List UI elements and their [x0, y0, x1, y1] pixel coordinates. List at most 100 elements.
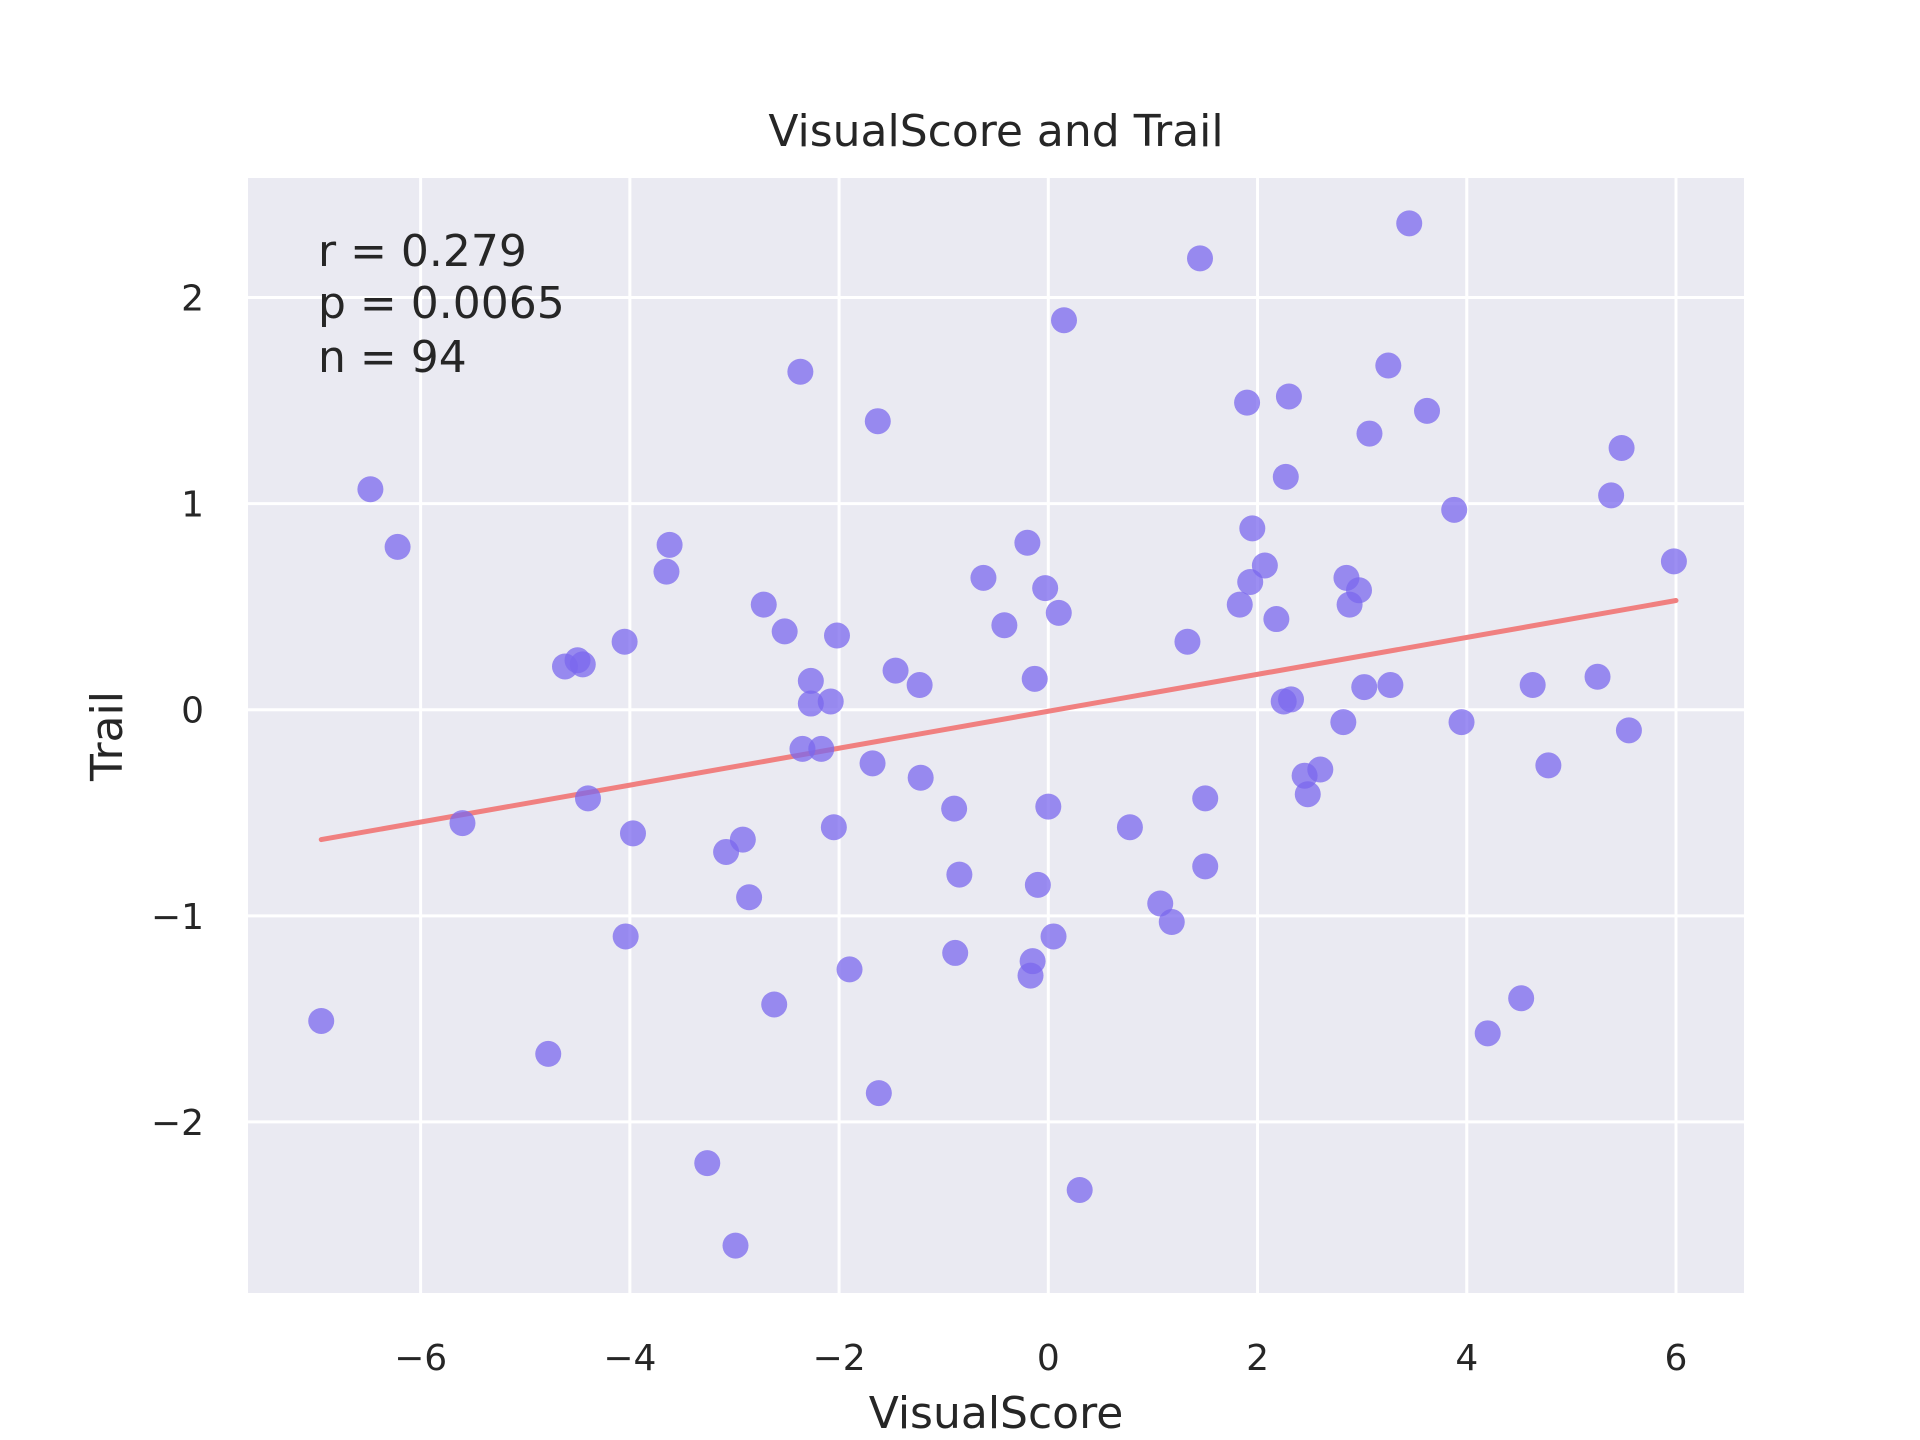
data-point [612, 923, 639, 950]
data-point [1234, 389, 1261, 416]
data-point [991, 612, 1018, 639]
data-point [1019, 948, 1046, 975]
y-tick-labels: −2 −1 0 1 2 [151, 279, 204, 1144]
data-point [882, 657, 909, 684]
data-point [1615, 717, 1642, 744]
data-point [907, 764, 934, 791]
data-point [1021, 665, 1048, 692]
data-point [1414, 397, 1441, 424]
data-point [1448, 709, 1475, 736]
y-tick-label: 1 [181, 485, 204, 526]
data-point [1040, 923, 1067, 950]
data-point [1116, 814, 1143, 841]
data-point [1356, 420, 1383, 447]
data-point [1441, 496, 1468, 523]
data-point [942, 939, 969, 966]
data-point [1519, 672, 1546, 699]
data-point [722, 1232, 749, 1259]
x-tick-label: −6 [394, 1338, 447, 1379]
data-point [1660, 548, 1687, 575]
data-point [864, 408, 891, 435]
stat-r: r = 0.279 [318, 226, 527, 277]
data-point [1278, 686, 1305, 713]
data-point [1014, 529, 1041, 556]
data-point [906, 672, 933, 699]
data-points [308, 210, 1687, 1259]
data-point [535, 1040, 562, 1067]
x-tick-label: −4 [603, 1338, 656, 1379]
data-point [569, 651, 596, 678]
data-point [859, 750, 886, 777]
data-point [865, 1080, 892, 1107]
data-point [384, 533, 411, 560]
data-point [771, 618, 798, 645]
data-point [797, 690, 824, 717]
data-point [1330, 709, 1357, 736]
data-point [808, 735, 835, 762]
chart-title: VisualScore and Trail [768, 106, 1223, 157]
stat-p: p = 0.0065 [318, 278, 565, 329]
data-point [308, 1007, 335, 1034]
data-point [1346, 577, 1373, 604]
y-tick-label: −1 [151, 897, 204, 938]
data-point [1024, 871, 1051, 898]
y-tick-label: 2 [181, 279, 204, 320]
plot-background [248, 178, 1744, 1293]
data-point [1187, 245, 1213, 272]
data-point [1158, 909, 1185, 936]
data-point [1251, 552, 1278, 579]
data-point [836, 956, 863, 983]
data-point [1351, 674, 1378, 701]
data-point [1192, 785, 1219, 812]
data-point [1608, 434, 1635, 461]
data-point [1051, 307, 1077, 334]
data-point [823, 622, 850, 649]
x-tick-labels: −6 −4 −2 0 2 4 6 [394, 1338, 1687, 1379]
data-point [941, 795, 968, 822]
data-point [611, 628, 638, 655]
data-point [1174, 628, 1201, 655]
data-point [787, 358, 814, 385]
y-tick-label: 0 [181, 691, 204, 732]
data-point [817, 688, 844, 715]
data-point [1508, 985, 1535, 1012]
data-point [1045, 599, 1072, 626]
data-point [449, 810, 476, 837]
data-point [1275, 383, 1302, 410]
data-point [1375, 352, 1402, 379]
data-point [970, 564, 997, 591]
data-point [1396, 210, 1423, 237]
x-tick-label: 2 [1246, 1338, 1269, 1379]
data-point [1066, 1176, 1093, 1203]
data-point [750, 591, 777, 618]
data-point [797, 667, 824, 694]
x-tick-label: −2 [813, 1338, 866, 1379]
grid-lines [248, 178, 1744, 1293]
data-point [653, 558, 680, 585]
data-point [619, 820, 646, 847]
y-axis-title: Trail [82, 691, 133, 782]
data-point [729, 826, 756, 853]
x-tick-label: 0 [1037, 1338, 1060, 1379]
data-point [1239, 515, 1266, 542]
regression-line [318, 598, 1679, 843]
data-point [1147, 890, 1174, 917]
data-point [761, 991, 788, 1018]
data-point [357, 476, 384, 503]
data-point [820, 814, 847, 841]
data-point [1032, 575, 1059, 602]
data-point [1192, 853, 1219, 880]
data-point [575, 785, 601, 812]
data-point [694, 1150, 721, 1177]
stat-n: n = 94 [318, 332, 467, 383]
data-point [946, 861, 973, 888]
x-tick-label: 6 [1665, 1338, 1688, 1379]
y-tick-label: −2 [151, 1103, 204, 1144]
data-point [1584, 663, 1611, 690]
data-point [1377, 672, 1404, 699]
data-point [1598, 482, 1625, 509]
data-point [1294, 781, 1321, 808]
data-point [1535, 752, 1562, 779]
data-point [789, 735, 816, 762]
